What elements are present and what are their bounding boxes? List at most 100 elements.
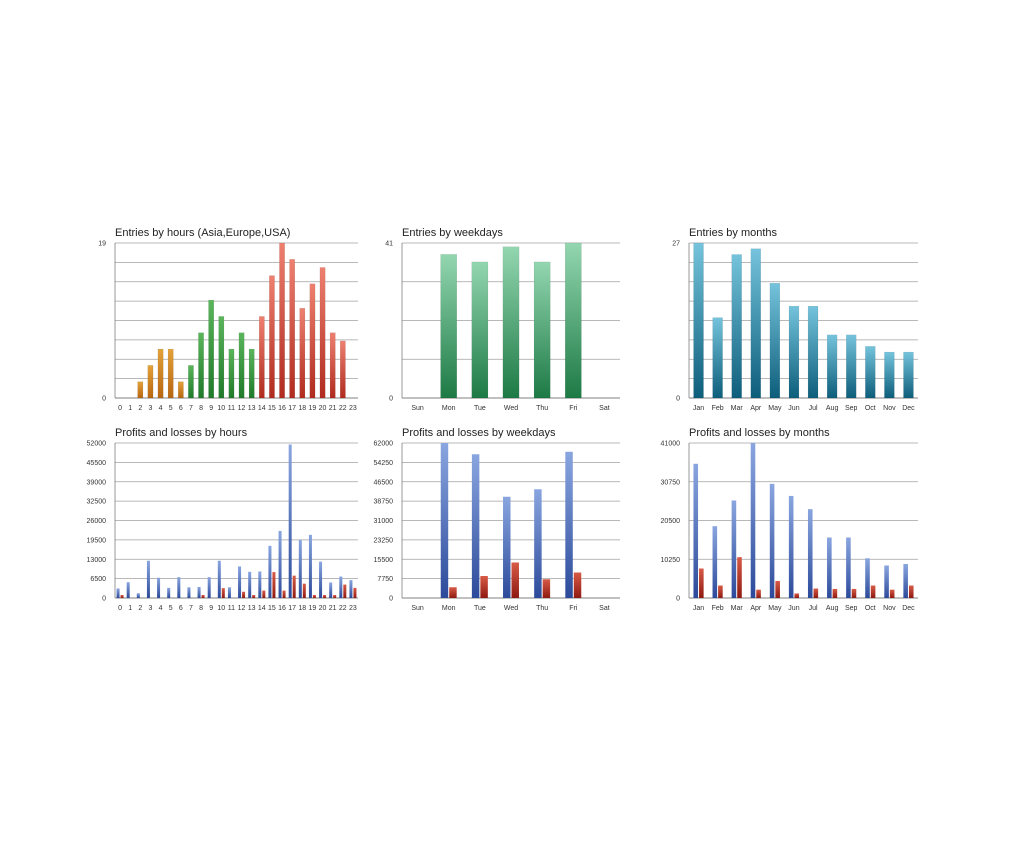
x-tick-label: 7 [189,405,193,412]
x-tick-label: 21 [329,605,337,612]
x-tick-label: May [768,605,782,612]
bar-loss-Mar [737,557,742,598]
bar-profit-Mar [731,500,737,598]
x-tick-label: Sun [411,405,424,412]
bar-15 [269,275,275,399]
bar-19 [309,283,316,399]
bar-profit-Jul [807,509,813,598]
bar-profit-5 [167,587,171,598]
bar-17 [289,259,296,399]
x-tick-label: Fri [569,605,578,612]
y-tick-label: 0 [102,596,106,603]
bar-loss-Wed [511,562,519,598]
x-tick-label: Sep [845,405,858,412]
chart-entries_weekdays: Entries by weekdays 0 41 Sun Mon Tue Wed Thu Fri… [385,227,620,412]
x-tick-label: Dec [902,605,915,612]
bar-16 [279,242,285,399]
x-tick-label: 3 [148,405,152,412]
bar-profit-Dec [903,563,908,598]
x-tick-label: 8 [199,405,203,412]
bar-profit-Feb [712,526,718,598]
chart-title: Entries by hours (Asia,Europe,USA) [115,227,290,239]
bar-profit-Fri [565,451,573,598]
bar-loss-Nov [889,589,895,598]
bar-3 [147,365,154,399]
bar-profit-Tue [471,454,480,598]
bar-profit-13 [248,571,252,598]
bar-loss-19 [312,595,316,598]
bar-profit-6 [177,577,181,598]
bar-profit-Wed [503,496,511,598]
chart-title: Entries by months [689,227,778,239]
bar-profit-Thu [534,489,542,598]
bar-loss-21 [333,595,337,598]
chart-title: Entries by weekdays [402,227,503,239]
x-tick-label: Jul [809,605,818,612]
bar-12 [238,332,245,399]
y-tick-label: 31000 [374,518,394,525]
x-tick-label: 10 [217,405,225,412]
y-tick-label: 41000 [661,441,681,448]
bar-13 [248,348,255,399]
y-tick-label: 41 [385,241,393,248]
bar-loss-16 [282,590,286,598]
bar-loss-Jul [813,588,819,598]
bar-profit-3 [146,560,150,598]
bar-profit-1 [126,582,130,598]
bar-loss-May [775,580,780,598]
bar-profit-18 [298,539,302,598]
bar-profit-0 [116,588,120,598]
bar-loss-13 [252,595,256,598]
x-tick-label: 20 [319,405,327,412]
bar-profit-7 [187,587,191,598]
bar-profit-20 [319,561,323,598]
chart-entries_months: Entries by months 0 27 Jan Feb Mar Apr May Jun Ju… [672,227,918,412]
bar-profit-Jun [788,495,794,598]
x-tick-label: 12 [238,605,246,612]
bar-loss-Thu [542,579,551,598]
x-tick-label: Jun [788,405,799,412]
bar-loss-Jan [699,568,704,598]
y-tick-label: 19 [98,241,106,248]
chart-pl_hours: Profits and losses by hours0650013000195… [87,427,358,612]
x-tick-label: 4 [159,405,163,412]
bar-profit-11 [227,587,231,598]
x-tick-label: 22 [339,605,347,612]
bar-loss-17 [292,575,296,598]
chart-title: Profits and losses by months [689,427,830,439]
x-tick-label: 9 [209,405,213,412]
x-tick-label: 20 [319,605,327,612]
y-tick-label: 30750 [661,479,681,486]
bar-loss-20 [323,595,327,598]
x-tick-label: Oct [865,605,876,612]
bar-Sep [846,334,857,399]
x-tick-label: Thu [536,605,548,612]
y-tick-label: 15500 [374,557,394,564]
x-tick-label: Apr [750,405,762,412]
x-tick-label: Jul [809,405,818,412]
x-tick-label: Nov [883,405,896,412]
y-tick-label: 19500 [87,537,107,544]
bar-profit-19 [308,534,312,598]
y-tick-label: 10250 [661,557,681,564]
y-tick-label: 46500 [374,479,394,486]
bar-Jan [693,242,704,399]
x-tick-label: Wed [504,605,518,612]
y-tick-label: 0 [389,396,393,403]
x-tick-label: Sat [599,405,610,412]
x-tick-label: 16 [278,605,286,612]
bar-profit-9 [207,577,211,598]
x-tick-label: Apr [750,605,762,612]
bar-loss-22 [343,584,347,598]
bar-Nov [884,351,895,399]
bar-Wed [502,246,520,399]
bar-Jul [807,305,819,399]
bar-18 [299,308,306,399]
x-tick-label: 1 [128,405,132,412]
bar-5 [167,348,174,399]
bar-loss-Dec [908,585,914,598]
bar-Dec [903,351,914,399]
bar-Oct [865,346,876,399]
bar-loss-18 [302,583,306,598]
